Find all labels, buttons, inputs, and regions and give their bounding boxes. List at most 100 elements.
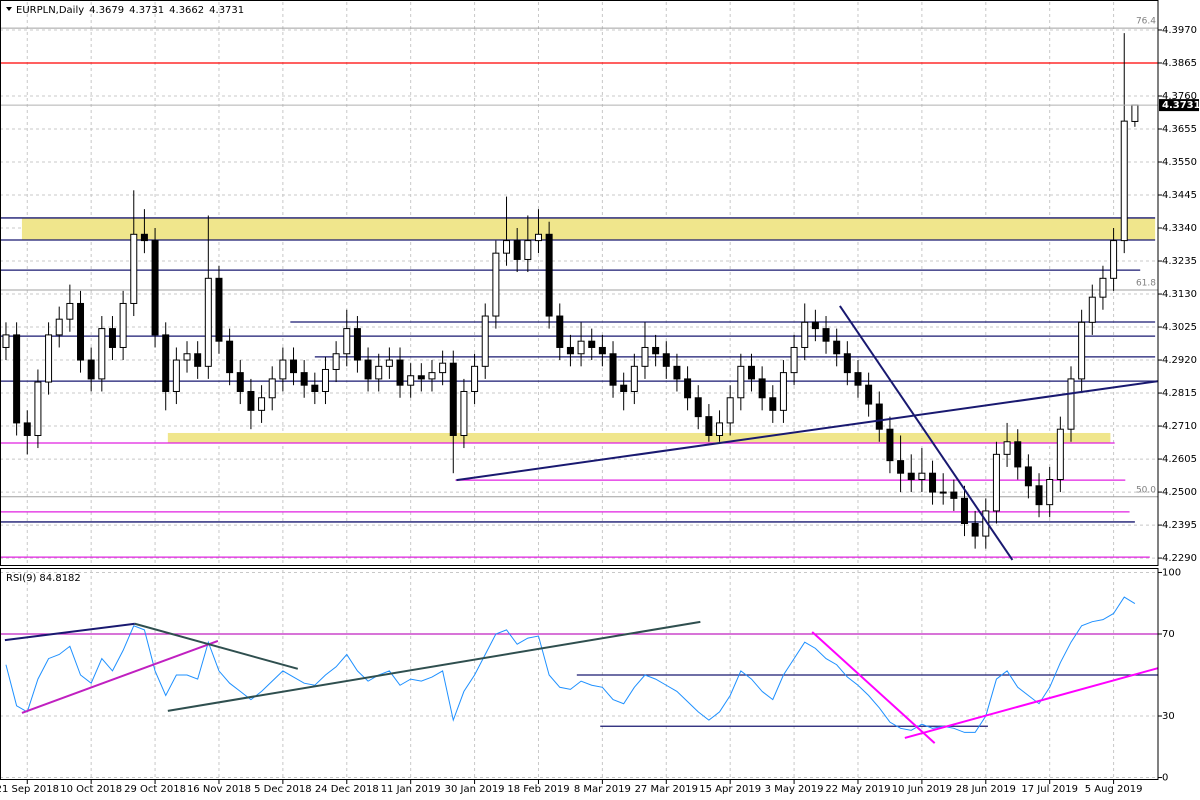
candle-body [1131, 104, 1139, 122]
y-tick-label: 4.3550 [1162, 157, 1197, 168]
rsi-value: 84.8182 [39, 573, 80, 584]
x-tick-label: 27 Mar 2019 [635, 784, 698, 795]
price-panel-frame [0, 0, 1159, 566]
candle-body [503, 240, 511, 254]
candle-body [300, 372, 308, 386]
candle-body [140, 233, 148, 242]
candle-body [630, 365, 638, 392]
candle-body [566, 346, 574, 355]
y-tick-label: 4.2710 [1162, 421, 1197, 432]
candle-body [13, 334, 21, 424]
candle-body [108, 328, 116, 348]
candle-body [684, 378, 692, 399]
x-tick-label: 8 Mar 2019 [574, 784, 631, 795]
y-tick-label: 4.2815 [1162, 388, 1197, 399]
candle-body [119, 302, 127, 348]
y-tick-label: 4.2290 [1162, 553, 1197, 564]
y-tick-label: 4.3865 [1162, 58, 1197, 69]
candle-body [705, 416, 713, 436]
candle-body [407, 375, 415, 386]
y-tick-label: 4.2605 [1162, 454, 1197, 465]
candle-body [375, 365, 383, 380]
x-tick-label: 5 Dec 2018 [254, 784, 312, 795]
candle-body [822, 328, 830, 342]
candle-body [992, 453, 1000, 512]
candle-body [716, 422, 724, 436]
fib-label: 50.0 [1136, 485, 1156, 495]
trend-line [839, 305, 1014, 561]
candle-body [55, 318, 63, 336]
candle-body [1024, 466, 1032, 487]
candle-body [151, 240, 159, 336]
candle-body [918, 472, 926, 480]
candle-body [1014, 441, 1022, 468]
x-tick-label: 5 Aug 2019 [1085, 784, 1143, 795]
candle-body [854, 372, 862, 386]
candle-body [204, 277, 212, 367]
candle-body [641, 346, 649, 367]
candle-body [652, 346, 660, 355]
candle-body [353, 328, 361, 361]
candle-body [2, 334, 10, 348]
trend-line [904, 667, 1159, 739]
candle-body [694, 397, 702, 418]
y-tick-label: 4.2920 [1162, 355, 1197, 366]
candle-body [886, 428, 894, 462]
candle-body [396, 359, 404, 386]
candle-body [662, 353, 670, 367]
candle-body [226, 340, 234, 374]
candle-body [364, 359, 372, 380]
candle-body [66, 302, 74, 320]
y-tick-label: 4.3025 [1162, 322, 1197, 333]
candle-body [939, 491, 947, 494]
candle-body [439, 362, 447, 374]
candle-body [460, 390, 468, 436]
candle-body [428, 372, 436, 380]
candle-body [172, 359, 180, 392]
candle-body [556, 315, 564, 348]
candle-body [77, 302, 85, 361]
candle-body [1078, 321, 1086, 380]
candle-body [471, 365, 479, 392]
x-tick-label: 21 Sep 2018 [0, 784, 59, 795]
candle-body [747, 365, 755, 380]
fib-label: 61.8 [1136, 278, 1156, 288]
candle-body [268, 378, 276, 399]
candle-body [524, 240, 532, 260]
y-tick-label: 30 [1162, 711, 1175, 722]
candle-body [481, 315, 489, 367]
candle-body [279, 359, 287, 380]
candle-body [311, 384, 319, 392]
candle-body [1099, 277, 1107, 298]
candle-body [321, 368, 329, 392]
y-tick-label: 100 [1162, 567, 1181, 578]
candle-body [1120, 120, 1128, 242]
trend-line [167, 620, 701, 712]
candle-body [545, 233, 553, 317]
candle-body [162, 334, 170, 392]
candle-body [609, 353, 617, 386]
close-value: 4.3731 [209, 5, 244, 16]
marks-layer [0, 27, 1158, 733]
x-tick-label: 28 Jun 2019 [956, 784, 1016, 795]
y-tick-label: 4.2500 [1162, 487, 1197, 498]
rsi-title: RSI(9) [6, 573, 37, 584]
trend-line [21, 640, 219, 714]
candle-body [960, 497, 968, 525]
candle-body [737, 365, 745, 399]
y-tick-label: 4.2395 [1162, 520, 1197, 531]
y-tick-label: 0 [1162, 773, 1168, 784]
candle-body [588, 340, 596, 348]
x-tick-label: 24 Dec 2018 [315, 784, 379, 795]
trend-line [134, 622, 299, 670]
candle-body [34, 381, 42, 436]
candle-body [449, 362, 457, 436]
candle-body [290, 359, 298, 374]
candle-body [534, 233, 542, 242]
x-tick-label: 10 Jun 2019 [892, 784, 952, 795]
candle-body [811, 321, 819, 330]
candle-body [385, 359, 393, 367]
candle-body [23, 422, 31, 436]
candle-body [833, 340, 841, 355]
